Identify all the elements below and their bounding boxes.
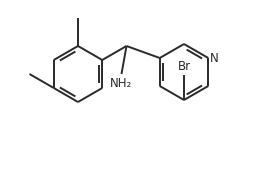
- Text: Br: Br: [178, 60, 190, 73]
- Text: N: N: [210, 52, 219, 64]
- Text: NH₂: NH₂: [110, 77, 133, 90]
